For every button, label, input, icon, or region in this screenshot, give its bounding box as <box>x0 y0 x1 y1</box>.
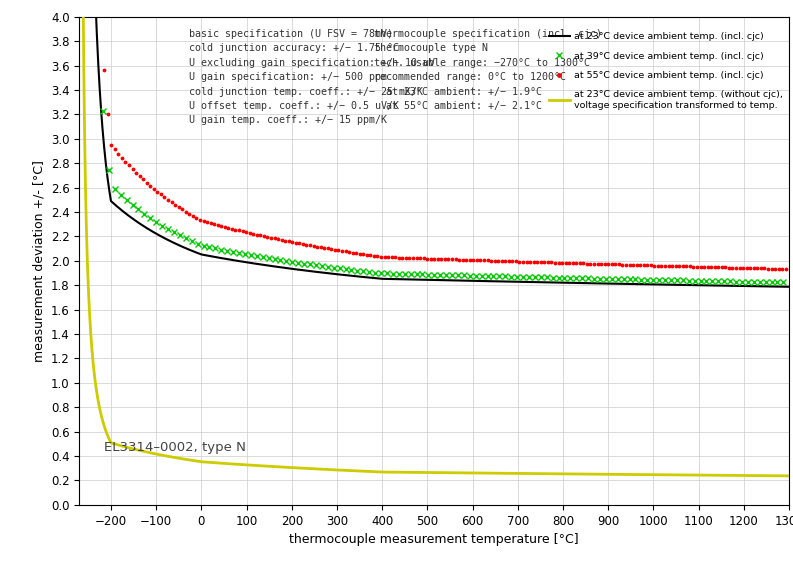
Text: EL3314–0002, type N: EL3314–0002, type N <box>104 440 246 454</box>
Y-axis label: measurement deviation +/- [°C]: measurement deviation +/- [°C] <box>33 160 45 362</box>
X-axis label: thermocouple measurement temperature [°C]: thermocouple measurement temperature [°C… <box>289 533 579 546</box>
Text: thermocouple specification (incl. cjc)
thermocouple type N
tech. usable range: −: thermocouple specification (incl. cjc) t… <box>374 29 602 111</box>
Text: basic specification (U FSV = 78mV)
cold junction accuracy: +/− 1.75 °C
U excludi: basic specification (U FSV = 78mV) cold … <box>190 29 435 126</box>
Legend: at 23°C device ambient temp. (incl. cjc), at 39°C device ambient temp. (incl. cj: at 23°C device ambient temp. (incl. cjc)… <box>546 29 787 114</box>
